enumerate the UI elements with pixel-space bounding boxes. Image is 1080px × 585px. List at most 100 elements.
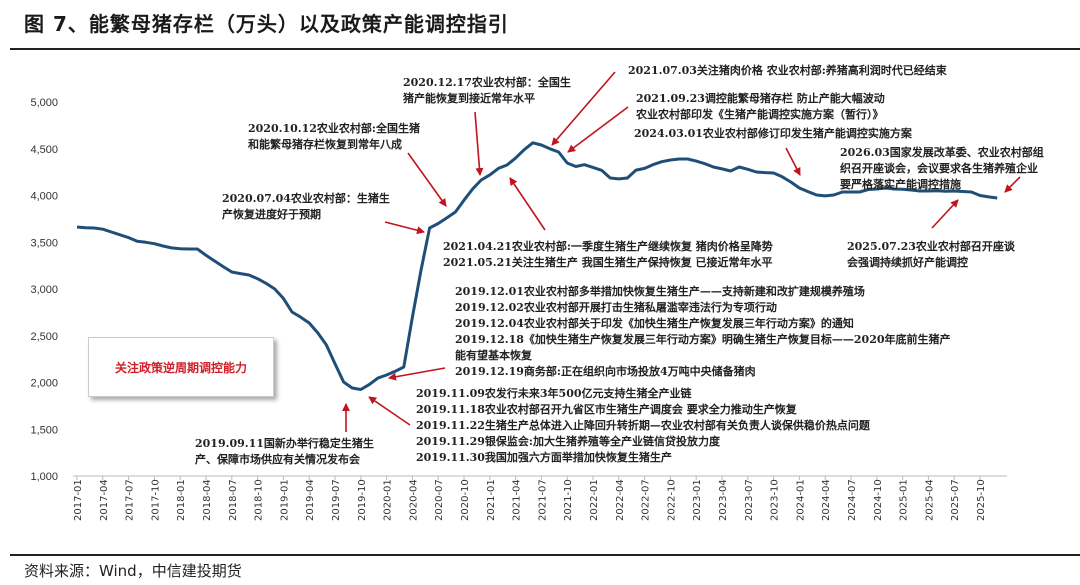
annotation-20250723: 2025.07.23农业农村部召开座谈 会强调持续抓好产能调控 [847, 239, 1015, 271]
x-axis: 2017-01 2017-04 2017-07 2017-10 2018-01 2018-… [73, 475, 1007, 521]
annotation-line: 要严格落实产能调控措施 [840, 178, 961, 191]
annotation-20240301: 2024.03.01农业农村部修订印发生猪产能调控实施方案 [634, 126, 912, 142]
x-tick-label: 2025-07 [950, 479, 961, 521]
annotation-line: 2020.10.12农业农村部:全国生猪 [248, 122, 420, 135]
x-tick-label: 2021-01 [486, 479, 497, 521]
annotation-line: 产、保障市场供应有关情况发布会 [195, 453, 360, 466]
annotation-line: 2019.12.19商务部:正在组织向市场投放4万吨中央储备猪肉 [455, 365, 756, 378]
annotation-arrow [474, 111, 484, 176]
annotation-20190911: 2019.09.11国新办举行稳定生猪生 产、保障市场供应有关情况发布会 [195, 436, 374, 468]
annotation-line: 2020.12.17农业农村部：全国生 [403, 76, 571, 89]
y-tick-label: 4,500 [30, 144, 58, 156]
x-tick-label: 2019-04 [305, 479, 316, 521]
annotation-arrow [931, 199, 959, 229]
annotation-20200704: 2020.07.04农业农村部：生猪生 产恢复进度好于预期 [222, 191, 390, 223]
annotation-20201012: 2020.10.12农业农村部:全国生猪 和能繁母猪存栏恢复到常年八成 [248, 121, 420, 153]
annotation-20210703: 2021.07.03关注猪肉价格 农业农村部:养猪高利润时代已经结束 [628, 63, 947, 79]
annotation-line: 2021.04.21农业农村部:一季度生猪生产继续恢复 猪肉价格呈降势 [443, 240, 773, 253]
y-tick-label: 3,500 [30, 237, 58, 249]
annotation-line: 2024.03.01农业农村部修订印发生猪产能调控实施方案 [634, 127, 912, 140]
annotation-20201217: 2020.12.17农业农村部：全国生 猪产能恢复到接近常年水平 [403, 75, 571, 107]
annotation-arrow [407, 152, 447, 207]
x-tick-label: 2017-01 [73, 479, 84, 521]
annotation-line: 2019.11.29银保监会:加大生猪养殖等全产业链信贷投放力度 [416, 435, 720, 448]
x-tick-label: 2023-07 [744, 479, 755, 521]
annotation-line: 产恢复进度好于预期 [222, 208, 321, 221]
annotation-line: 2020.07.04农业农村部：生猪生 [222, 192, 390, 205]
x-tick-label: 2022-01 [589, 479, 600, 521]
annotation-line: 农业农村部印发《生猪产能调控实施方案（暂行）》 [636, 108, 884, 121]
x-tick-label: 2020-07 [434, 479, 445, 521]
x-tick-label: 2017-07 [125, 479, 136, 521]
x-tick-label: 2022-10 [666, 479, 677, 521]
x-tick-label: 2018-04 [202, 479, 213, 521]
annotation-arrow [388, 367, 446, 381]
annotation-20210923: 2021.09.23调控能繁母猪存栏 防止产能大幅波动 农业农村部印发《生猪产能调… [636, 91, 885, 123]
annotation-line: 2021.05.21关注生猪生产 我国生猪生产保持恢复 已接近常年水平 [443, 256, 773, 269]
annotation-line: 2021.07.03关注猪肉价格 农业农村部:养猪高利润时代已经结束 [628, 64, 947, 77]
x-tick-label: 2024-10 [873, 479, 884, 521]
y-tick-label: 2,500 [30, 331, 58, 343]
x-tick-label: 2019-07 [331, 479, 342, 521]
y-tick-label: 2,000 [30, 378, 58, 390]
y-tick-label: 1,000 [30, 471, 58, 483]
y-tick-label: 1,500 [30, 424, 58, 436]
x-tick-label: 2023-01 [692, 479, 703, 521]
annotation-201912: 2019.12.01农业农村部多举措加快恢复生猪生产——支持新建和改扩建规模养殖… [455, 284, 951, 380]
annotation-line: 2019.12.01农业农村部多举措加快恢复生猪生产——支持新建和改扩建规模养殖… [455, 285, 865, 298]
annotation-arrow [567, 106, 629, 153]
x-tick-label: 2023-04 [718, 479, 729, 521]
x-tick-label: 2017-04 [99, 479, 110, 521]
x-tick-label: 2022-04 [615, 479, 626, 521]
x-tick-label: 2024-01 [795, 479, 806, 521]
x-tick-label: 2019-10 [357, 479, 368, 521]
x-tick-label: 2018-07 [228, 479, 239, 521]
title-divider [10, 48, 1080, 50]
annotation-201911: 2019.11.09农发行未来3年500亿元支持生猪全产业链 2019.11.18… [416, 386, 870, 466]
annotation-line: 2019.11.30我国加强六方面举措加快恢复生猪生产 [416, 451, 672, 464]
x-tick-label: 2025-10 [976, 479, 987, 521]
x-tick-label: 2022-07 [641, 479, 652, 521]
annotation-20210421: 2021.04.21农业农村部:一季度生猪生产继续恢复 猪肉价格呈降势 2021.… [443, 239, 773, 271]
annotation-line: 2019.11.09农发行未来3年500亿元支持生猪全产业链 [416, 387, 692, 400]
annotation-line: 2019.12.02农业农村部开展打击生猪私屠滥宰违法行为专项行动 [455, 301, 777, 314]
annotation-line: 和能繁母猪存栏恢复到常年八成 [248, 138, 402, 151]
annotation-line: 2019.11.22生猪生产总体进入止降回升转折期—农业农村部有关负责人谈保供稳… [416, 419, 870, 432]
x-tick-label: 2024-07 [847, 479, 858, 521]
annotation-arrows [342, 71, 1021, 432]
annotation-line: 2019.12.04农业农村部关于印发《加快生猪生产恢复发展三年行动方案》的通知 [455, 317, 854, 330]
y-axis: 1,000 1,500 2,000 2,500 3,000 3,500 4,000 4,500… [30, 97, 58, 483]
x-tick-label: 2021-10 [563, 479, 574, 521]
annotation-arrow [384, 221, 425, 235]
source-note: 资料来源：Wind，中信建投期货 [24, 562, 242, 580]
x-tick-label: 2024-04 [821, 479, 832, 521]
annotation-line: 会强调持续抓好产能调控 [847, 256, 968, 269]
x-tick-label: 2021-07 [537, 479, 548, 521]
annotation-arrow [509, 177, 546, 231]
annotation-line: 2019.09.11国新办举行稳定生猪生 [195, 437, 374, 450]
x-tick-label: 2023-10 [770, 479, 781, 521]
x-tick-label: 2021-04 [512, 479, 523, 521]
annotation-arrow [785, 147, 801, 176]
annotation-line: 猪产能恢复到接近常年水平 [403, 92, 535, 105]
annotation-line: 2025.07.23农业农村部召开座谈 [847, 240, 1015, 253]
x-tick-label: 2019-01 [279, 479, 290, 521]
x-tick-label: 2025-01 [899, 479, 910, 521]
x-tick-label: 2020-01 [383, 479, 394, 521]
footer-divider [10, 554, 1080, 556]
annotation-arrow [551, 71, 616, 146]
annotation-line: 2019.12.18《加快生猪生产恢复发展三年行动方案》明确生猪生产恢复目标——… [455, 333, 951, 346]
x-tick-label: 2020-04 [408, 479, 419, 521]
annotation-line: 2019.11.18农业农村部召开九省区市生猪生产调度会 要求全力推动生产恢复 [416, 403, 797, 416]
x-tick-label: 2025-04 [924, 479, 935, 521]
annotation-line: 能有望基本恢复 [455, 349, 532, 362]
annotation-arrow [368, 396, 411, 426]
annotation-202603: 2026.03国家发展改革委、农业农村部组 织召开座谈会，会议要求各生猪养殖企业要… [840, 145, 1044, 193]
y-tick-label: 3,000 [30, 284, 58, 296]
annotation-arrow [1004, 176, 1021, 193]
y-tick-label: 5,000 [30, 97, 58, 109]
x-tick-label: 2020-10 [460, 479, 471, 521]
x-tick-label: 2018-10 [254, 479, 265, 521]
annotation-line: 2026.03国家发展改革委、农业农村部组 [840, 146, 1044, 159]
